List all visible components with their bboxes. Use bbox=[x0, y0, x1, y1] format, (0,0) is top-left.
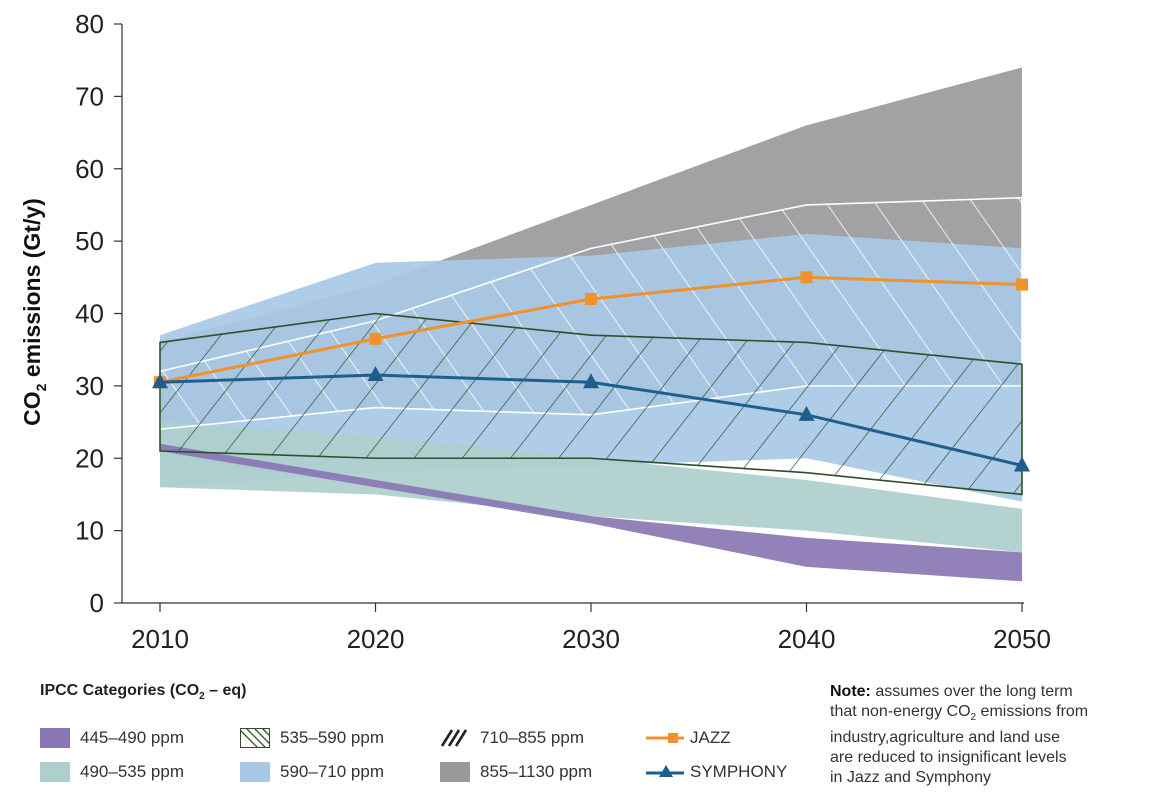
x-tick-label-2010: 2010 bbox=[131, 624, 189, 654]
note-line-2: that non-energy CO2 emissions from bbox=[830, 702, 1175, 728]
series-symphony-point-2020 bbox=[367, 366, 384, 382]
note-line-4: are reduced to insignificant levels bbox=[830, 749, 1067, 767]
legend-item-jazz: JAZZ bbox=[646, 728, 731, 748]
x-tick-label-2040: 2040 bbox=[778, 624, 836, 654]
note-line2-prefix: that non-energy CO bbox=[830, 703, 971, 720]
y-tick-label-40: 40 bbox=[75, 299, 104, 329]
legend-title: IPCC Categories (CO2 – eq) bbox=[40, 682, 247, 702]
legend-title-prefix: IPCC Categories (CO bbox=[40, 682, 200, 699]
note-bold: Note: bbox=[830, 683, 871, 700]
bands-layer bbox=[159, 67, 1023, 582]
legend-swatch-445-490 bbox=[40, 728, 70, 748]
y-tick-label-50: 50 bbox=[75, 226, 104, 256]
legend-swatch-855-1130 bbox=[440, 762, 470, 782]
y-tick-label-10: 10 bbox=[75, 516, 104, 546]
legend-swatch-symphony bbox=[646, 765, 684, 777]
series-jazz-point-2020 bbox=[369, 332, 382, 345]
legend-label-590-710: 590–710 ppm bbox=[280, 762, 384, 781]
y-axis-label: CO2 emissions (Gt/y) bbox=[19, 198, 49, 426]
legend-item-590-710: 590–710 ppm bbox=[240, 762, 384, 782]
legend-label-490-535: 490–535 ppm bbox=[80, 762, 184, 781]
y-tick-label-80: 80 bbox=[75, 9, 104, 39]
x-tick-label-2020: 2020 bbox=[347, 624, 405, 654]
legend-item-710-855: 710–855 ppm bbox=[440, 728, 584, 748]
series-symphony-point-2010 bbox=[152, 373, 168, 389]
note: Note: assumes over the long term that no… bbox=[830, 682, 1175, 788]
series-symphony-point-2040 bbox=[798, 405, 815, 421]
legend-swatch-jazz bbox=[646, 733, 684, 743]
series-symphony-point-2050 bbox=[1014, 456, 1030, 472]
legend-item-symphony: SYMPHONY bbox=[646, 762, 787, 782]
note-line1-text: assumes over the long term bbox=[870, 683, 1073, 700]
legend-label-855-1130: 855–1130 ppm bbox=[480, 762, 593, 781]
series-jazz-point-2050 bbox=[1016, 278, 1028, 291]
y-axis-label-sub: 2 bbox=[33, 383, 49, 391]
note-line-1: Note: assumes over the long term bbox=[830, 682, 1175, 702]
note-line-3: industry,agriculture and land use bbox=[830, 729, 1061, 747]
series-symphony-point-2030 bbox=[583, 373, 599, 389]
legend-label-jazz: JAZZ bbox=[690, 728, 731, 747]
legend: IPCC Categories (CO2 – eq) 445–490 ppm 4… bbox=[40, 682, 820, 798]
legend-title-sub: 2 bbox=[199, 691, 205, 703]
legend-item-490-535: 490–535 ppm bbox=[40, 762, 184, 782]
legend-item-855-1130: 855–1130 ppm bbox=[440, 762, 592, 782]
y-tick-label-70: 70 bbox=[75, 81, 104, 111]
legend-item-445-490: 445–490 ppm bbox=[40, 728, 184, 748]
y-axis-label-suffix: emissions (Gt/y) bbox=[19, 198, 45, 383]
series-jazz-point-2040 bbox=[800, 271, 813, 284]
band-445-490-ppm bbox=[160, 443, 1022, 582]
band-535-590-ppm bbox=[159, 312, 1023, 496]
legend-label-symphony: SYMPHONY bbox=[690, 762, 788, 781]
legend-label-535-590: 535–590 ppm bbox=[280, 728, 384, 747]
y-tick-label-60: 60 bbox=[75, 154, 104, 184]
y-tick-label-0: 0 bbox=[90, 588, 104, 618]
legend-label-710-855: 710–855 ppm bbox=[480, 728, 584, 747]
x-tick-label-2050: 2050 bbox=[993, 624, 1051, 654]
legend-swatch-710-855 bbox=[440, 729, 468, 747]
y-axis-label-prefix: CO bbox=[19, 391, 45, 426]
y-tick-label-30: 30 bbox=[75, 371, 104, 401]
legend-item-535-590: 535–590 ppm bbox=[240, 728, 384, 748]
legend-label-445-490: 445–490 ppm bbox=[80, 728, 184, 747]
note-line-5: in Jazz and Symphony bbox=[830, 769, 991, 787]
note-line2-suffix: emissions from bbox=[976, 703, 1089, 720]
legend-swatch-535-590 bbox=[240, 728, 270, 748]
legend-swatch-590-710 bbox=[240, 762, 270, 782]
legend-title-suffix: – eq) bbox=[204, 682, 247, 699]
series-jazz-point-2030 bbox=[585, 293, 597, 306]
note-line2-sub: 2 bbox=[970, 712, 977, 724]
x-tick-label-2030: 2030 bbox=[562, 624, 620, 654]
series-layer bbox=[152, 271, 1030, 472]
band-535-590-ppm-hatch bbox=[160, 313, 1022, 495]
band-535-590-ppm-outline bbox=[159, 312, 1023, 496]
y-tick-label-20: 20 bbox=[75, 443, 104, 473]
legend-swatch-490-535 bbox=[40, 762, 70, 782]
